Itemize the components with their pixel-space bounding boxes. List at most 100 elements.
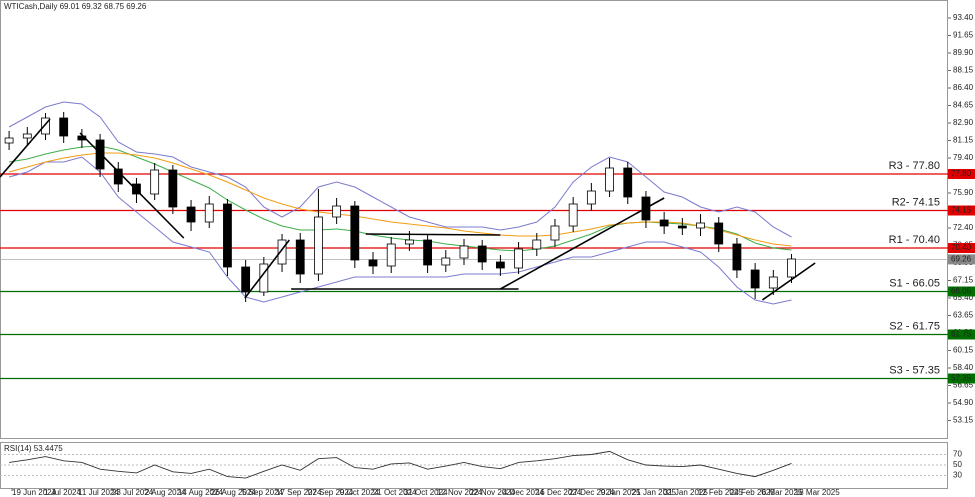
y-tick-label: 53.15 xyxy=(953,416,974,425)
x-tick-label: 9 Jan 2025 xyxy=(601,488,641,497)
x-tick-label: 21 Jan 2025 xyxy=(632,488,677,497)
candle-body xyxy=(623,167,633,198)
candle-body xyxy=(677,225,687,229)
x-tick-label: 6 Mar 2025 xyxy=(762,488,803,497)
candle-body xyxy=(368,259,378,267)
y-tick-label: 84.65 xyxy=(953,101,974,110)
x-tick-label: 11 Jul 2024 xyxy=(78,488,119,497)
x-tick-label: 31 Jan 2025 xyxy=(664,488,709,497)
candle-body xyxy=(659,219,669,227)
level-tag-label: 66.05 xyxy=(951,287,972,296)
overlay-line xyxy=(8,152,792,247)
trendline xyxy=(79,132,185,239)
candle-body xyxy=(532,239,542,250)
rsi-tick-label: 70 xyxy=(953,450,962,459)
level-tag xyxy=(948,329,975,340)
level-label: S3 - 57.35 xyxy=(889,364,940,376)
trendline xyxy=(244,239,290,299)
candle-body xyxy=(495,261,505,269)
y-tick-label: 67.15 xyxy=(953,276,974,285)
candle-body xyxy=(696,222,705,229)
trendline xyxy=(499,197,665,290)
candle-body xyxy=(768,276,778,289)
candle-body xyxy=(150,169,160,195)
x-tick-label: 12 Feb 2025 xyxy=(698,488,743,497)
candle-body xyxy=(241,266,251,293)
level-tag-label: 74.15 xyxy=(951,206,972,215)
overlay-line xyxy=(8,101,792,238)
x-tick-label: 16 Dec 2024 xyxy=(536,488,582,497)
x-tick-label: 27 Dec 2024 xyxy=(569,488,615,497)
y-tick-label: 93.40 xyxy=(953,13,974,22)
x-tick-label: 22 Nov 2024 xyxy=(470,488,516,497)
x-tick-label: 24 Feb 2025 xyxy=(730,488,775,497)
candle-body xyxy=(22,133,32,139)
level-label: R1 - 70.40 xyxy=(889,234,940,246)
y-tick-label: 54.90 xyxy=(953,398,974,407)
x-tick-label: 14 Aug 2024 xyxy=(178,488,223,497)
y-tick-label: 63.65 xyxy=(953,311,974,320)
rsi-label: RSI(14) 53.4475 xyxy=(4,444,63,453)
y-tick-label: 88.15 xyxy=(953,66,974,75)
x-tick-label: 12 Nov 2024 xyxy=(437,488,483,497)
y-tick-label: 89.90 xyxy=(953,48,974,57)
y-tick-label: 75.90 xyxy=(953,188,974,197)
level-tag-label: 61.75 xyxy=(951,330,972,339)
level-tag xyxy=(948,286,975,297)
trendline xyxy=(761,262,816,301)
x-tick-label: 26 Aug 2024 xyxy=(211,488,256,497)
candle-body xyxy=(277,239,287,265)
level-label: R2- 74.15 xyxy=(892,196,940,208)
x-tick-label: 23 Jul 2024 xyxy=(112,488,154,497)
y-tick-label: 86.40 xyxy=(953,83,974,92)
level-tag-label: 57.35 xyxy=(951,374,972,383)
y-tick-label: 82.90 xyxy=(953,118,974,127)
candle-body xyxy=(405,239,414,245)
trendline xyxy=(0,118,51,178)
candle-body xyxy=(568,203,578,227)
x-tick-label: 19 Jun 2024 xyxy=(12,488,57,497)
candle-body xyxy=(41,117,50,135)
y-tick-label: 65.40 xyxy=(953,293,974,302)
candle-body xyxy=(787,258,796,278)
y-tick-label: 81.15 xyxy=(953,136,974,145)
x-tick-label: 21 Oct 2024 xyxy=(373,488,417,497)
candle-body xyxy=(586,190,596,205)
candle-body xyxy=(386,243,396,267)
candle-body xyxy=(750,269,760,289)
rsi-line xyxy=(9,450,792,479)
rsi-tick-label: 50 xyxy=(953,460,962,469)
y-tick-label: 60.15 xyxy=(953,346,974,355)
x-tick-label: 17 Sep 2024 xyxy=(276,488,322,497)
candle-body xyxy=(459,245,469,259)
x-tick-label: 27 Sep 2024 xyxy=(308,488,354,497)
candle-body xyxy=(168,169,178,208)
level-tag xyxy=(948,169,975,179)
last-price-tag xyxy=(948,254,975,265)
candle-body xyxy=(441,257,451,266)
y-tick-label: 79.40 xyxy=(953,153,974,162)
level-tag xyxy=(948,205,975,216)
candle-body xyxy=(350,205,360,261)
overlay-line xyxy=(9,145,792,252)
x-tick-label: 31 Oct 2024 xyxy=(404,488,448,497)
y-tick-label: 58.40 xyxy=(953,363,974,372)
level-tag xyxy=(948,243,975,253)
x-tick-label: 5 Sep 2024 xyxy=(242,488,283,497)
trendline xyxy=(365,233,501,236)
candle-body xyxy=(223,203,232,268)
level-tag-label: 70.40 xyxy=(951,243,972,252)
candle-body xyxy=(4,137,14,144)
main-panel xyxy=(0,0,948,439)
candle-body xyxy=(423,239,433,266)
candle-body xyxy=(186,206,196,223)
x-tick-label: 9 Oct 2024 xyxy=(340,488,380,497)
chart-title: WTICash,Daily 69.01 69.32 68.75 69.26 xyxy=(4,2,147,11)
level-tag xyxy=(948,373,975,384)
candle-body xyxy=(314,216,323,275)
y-tick-label: 56.65 xyxy=(953,381,974,390)
candle-body xyxy=(732,243,742,271)
overlay-line xyxy=(8,156,792,305)
level-label: R3 - 77.80 xyxy=(889,160,940,172)
